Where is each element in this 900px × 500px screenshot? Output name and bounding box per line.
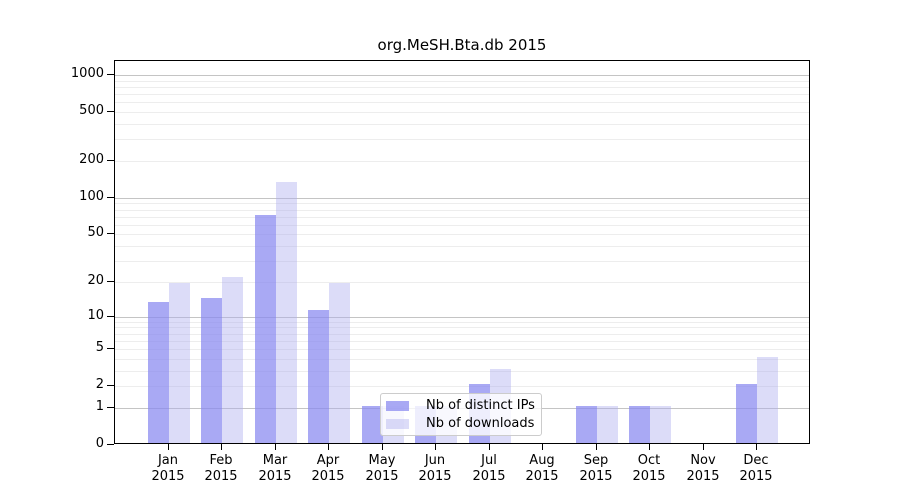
- minor-gridline: [115, 203, 809, 205]
- minor-gridline: [115, 358, 809, 360]
- bar-downloads-feb: [222, 277, 243, 443]
- y-tick-mark: [107, 74, 114, 75]
- major-gridline: [115, 75, 809, 76]
- legend-item-distinct-ips: Nb of distinct IPs: [381, 397, 541, 414]
- major-gridline: [115, 197, 809, 199]
- minor-gridline: [115, 160, 809, 162]
- x-tick-label: Jul 2015: [472, 453, 506, 484]
- x-tick-mark: [168, 444, 169, 450]
- y-tick-mark: [107, 316, 114, 317]
- x-tick-label: Mar 2015: [258, 453, 292, 484]
- minor-gridline: [115, 349, 809, 351]
- minor-gridline: [115, 261, 809, 263]
- x-tick-label: Aug 2015: [525, 453, 559, 484]
- y-tick-label: 100: [79, 189, 104, 204]
- bar-downloads-mar: [276, 181, 297, 443]
- minor-gridline: [115, 86, 809, 88]
- y-tick-label: 200: [79, 152, 104, 167]
- minor-gridline: [115, 80, 809, 82]
- legend-swatch-ips-icon: [386, 400, 409, 411]
- x-tick-mark: [542, 444, 543, 450]
- bar-distinct-ips-may: [362, 405, 383, 443]
- minor-gridline: [115, 246, 809, 248]
- y-tick-label: 10: [87, 308, 104, 323]
- minor-gridline: [115, 333, 809, 335]
- y-tick-label: 2: [95, 377, 104, 392]
- y-tick-mark: [107, 111, 114, 112]
- minor-gridline: [115, 340, 809, 342]
- y-tick-label: 500: [79, 103, 104, 118]
- y-tick-mark: [107, 385, 114, 386]
- minor-gridline: [115, 216, 809, 218]
- minor-gridline: [115, 234, 809, 236]
- legend: Nb of distinct IPs Nb of downloads: [380, 393, 542, 436]
- bar-distinct-ips-mar: [255, 214, 276, 443]
- y-tick-label: 20: [87, 273, 104, 288]
- x-tick-mark: [596, 444, 597, 450]
- y-tick-label: 1: [95, 399, 104, 414]
- y-tick-mark: [107, 281, 114, 282]
- bar-downloads-apr: [329, 282, 350, 443]
- y-tick-mark: [107, 444, 114, 445]
- minor-gridline: [115, 327, 809, 329]
- x-tick-mark: [756, 444, 757, 450]
- legend-label: Nb of downloads: [426, 416, 535, 431]
- bar-distinct-ips-sep: [576, 405, 597, 443]
- bar-downloads-oct: [650, 405, 671, 443]
- x-tick-label: Nov 2015: [686, 453, 720, 484]
- y-tick-mark: [107, 233, 114, 234]
- chart-title: org.MeSH.Bta.db 2015: [377, 36, 547, 54]
- bar-downloads-sep: [597, 405, 618, 443]
- plot-area: [114, 60, 810, 444]
- x-tick-label: Apr 2015: [311, 453, 345, 484]
- x-tick-label: Jun 2015: [418, 453, 452, 484]
- minor-gridline: [115, 139, 809, 141]
- legend-swatch-downloads-icon: [386, 418, 409, 429]
- y-tick-label: 1000: [70, 66, 104, 81]
- minor-gridline: [115, 209, 809, 211]
- minor-gridline: [115, 321, 809, 323]
- x-tick-label: Feb 2015: [204, 453, 238, 484]
- minor-gridline: [115, 123, 809, 125]
- x-tick-mark: [649, 444, 650, 450]
- x-tick-mark: [435, 444, 436, 450]
- minor-gridline: [115, 224, 809, 226]
- x-tick-label: Jan 2015: [151, 453, 185, 484]
- y-tick-mark: [107, 348, 114, 349]
- y-tick-mark: [107, 197, 114, 198]
- y-tick-label: 0: [95, 436, 104, 451]
- minor-gridline: [115, 370, 809, 372]
- bar-distinct-ips-dec: [736, 384, 757, 443]
- bar-distinct-ips-apr: [308, 309, 329, 443]
- x-tick-mark: [489, 444, 490, 450]
- minor-gridline: [115, 112, 809, 114]
- legend-label: Nb of distinct IPs: [426, 398, 535, 413]
- x-tick-mark: [328, 444, 329, 450]
- bar-distinct-ips-oct: [629, 405, 650, 443]
- minor-gridline: [115, 386, 809, 388]
- bar-downloads-jan: [169, 282, 190, 443]
- x-tick-mark: [221, 444, 222, 450]
- minor-gridline: [115, 102, 809, 104]
- y-tick-mark: [107, 160, 114, 161]
- bar-downloads-dec: [757, 356, 778, 443]
- y-tick-label: 5: [95, 340, 104, 355]
- y-tick-mark: [107, 407, 114, 408]
- x-tick-label: Sep 2015: [579, 453, 613, 484]
- major-gridline: [115, 316, 809, 318]
- x-tick-mark: [382, 444, 383, 450]
- x-tick-mark: [275, 444, 276, 450]
- x-tick-mark: [703, 444, 704, 450]
- bar-distinct-ips-feb: [201, 297, 222, 443]
- x-tick-label: Dec 2015: [739, 453, 773, 484]
- x-tick-label: May 2015: [365, 453, 399, 484]
- minor-gridline: [115, 94, 809, 96]
- y-tick-label: 50: [87, 225, 104, 240]
- minor-gridline: [115, 281, 809, 283]
- legend-item-downloads: Nb of downloads: [381, 415, 541, 432]
- x-tick-label: Oct 2015: [632, 453, 666, 484]
- bar-distinct-ips-jan: [148, 301, 169, 443]
